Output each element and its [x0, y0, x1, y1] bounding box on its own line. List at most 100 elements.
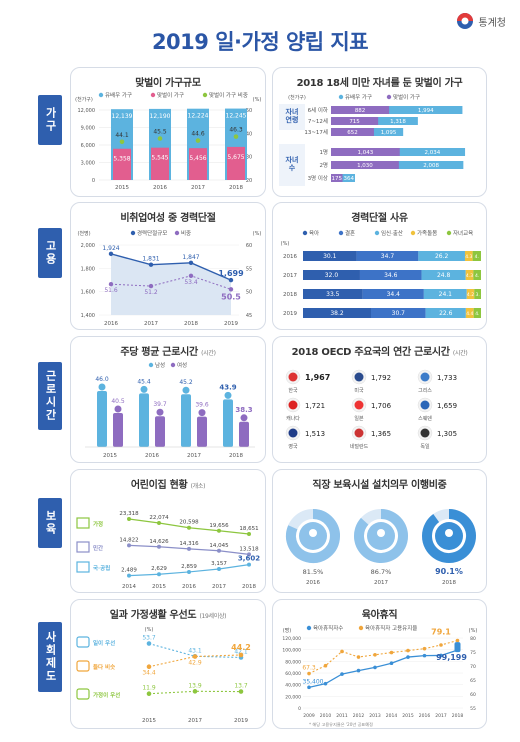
- stack-segment: [425, 308, 466, 318]
- series-point: [192, 689, 198, 694]
- legend-swatch: [410, 230, 416, 236]
- oecd-chart: 1,967 한국 1,792 미국 1,733 그리스 1,721 캐나다 1,706 일본 1,6…: [285, 369, 457, 450]
- value-label: 3,602: [238, 555, 260, 563]
- value-share: 53.4: [184, 279, 198, 286]
- value-break: 1,924: [102, 245, 119, 252]
- title-text: 일과 가정생활 우선도: [109, 610, 197, 621]
- y-axis-label: (명): [283, 627, 292, 634]
- x-tick: 2014: [122, 584, 136, 590]
- value-dual: 5,545: [151, 155, 168, 162]
- title-unit: (19세이상): [199, 613, 227, 620]
- value-label: 34.4: [142, 670, 156, 677]
- series-point: [146, 664, 152, 670]
- country-name: 캐나다: [286, 415, 300, 422]
- donut-arc: [422, 509, 476, 563]
- legend-label: 맞벌이 가구: [393, 93, 420, 101]
- legend-label: 육아휴직자 고용유지율: [365, 624, 417, 632]
- x-tick: 2018: [452, 713, 464, 719]
- share-label: 44.1: [115, 132, 129, 139]
- value-married: 12,224: [188, 113, 209, 120]
- x-tick: 2010: [320, 713, 332, 719]
- value-married: 1,318: [390, 119, 406, 125]
- donut-arc: [354, 509, 408, 563]
- flag-mark: [288, 400, 298, 410]
- x-tick: 2018: [229, 185, 243, 191]
- male-head: [182, 386, 190, 394]
- legend-swatch: [338, 230, 344, 236]
- series-line: [148, 690, 242, 695]
- building-icon: [76, 541, 90, 553]
- dual-income-chart: (천가구) (%) 유배우 가구 맞벌이 가구 맞벌이 가구 비중 12,000 9,000…: [75, 91, 261, 191]
- series-point: [146, 641, 152, 646]
- y-tick: 9,000: [81, 126, 95, 132]
- title-unit: (개소): [190, 483, 206, 490]
- bar-female: [239, 421, 249, 447]
- page-title: 2019 일·가정 양립 지표: [151, 30, 369, 54]
- stack-segment: [423, 289, 467, 299]
- panel-title: 어린이집 현황 (개소): [71, 476, 265, 491]
- segment-label: 4.: [475, 311, 479, 317]
- x-tick: 2018: [242, 584, 256, 590]
- y2-tick: 80: [470, 636, 476, 642]
- series-point: [157, 544, 161, 549]
- first-rate-label: 67.3: [302, 665, 316, 672]
- value-label: 3,157: [211, 561, 227, 567]
- last-count-label: 99,199: [436, 653, 467, 662]
- legend-swatch: [130, 230, 136, 236]
- pct-label: 86.7%: [371, 568, 392, 576]
- legend-swatch: [150, 92, 156, 98]
- series-point: [192, 654, 198, 659]
- y-tick: 120,000: [282, 636, 301, 642]
- category-icon: [76, 688, 90, 700]
- y-tick: 0: [298, 706, 301, 712]
- value-label: 14,316: [179, 541, 199, 547]
- value-label: 45.4: [137, 378, 151, 385]
- series-point: [187, 546, 191, 551]
- y2-tick: 55: [246, 266, 252, 272]
- section-tab-employment: 고용: [38, 228, 62, 278]
- value-break: 1,847: [182, 254, 199, 261]
- group-label: 자녀: [286, 155, 299, 164]
- legend-label: 맞벌이 가구 비중: [209, 91, 248, 99]
- building-icon: [76, 517, 90, 529]
- point-break: [148, 262, 154, 267]
- series-point: [238, 689, 244, 694]
- legend-label: 육아: [309, 229, 319, 237]
- legend-swatch: [358, 625, 364, 631]
- y2-tick: 60: [246, 243, 252, 249]
- x-tick: 2015: [103, 453, 117, 459]
- section-tab-social: 사회제도: [38, 622, 62, 692]
- section-tab-worktime: 근로시간: [38, 362, 62, 430]
- country-name: 한국: [288, 388, 298, 394]
- country-value: 1,721: [305, 402, 325, 410]
- career-break-chart: (천명) (%) 경력단절규모 비중 2,000 1,800 1,600 1,400 60 55 5…: [77, 229, 261, 327]
- value-dual: 175: [332, 176, 343, 182]
- point-rate: [340, 649, 344, 654]
- panel-title: 일과 가정생활 우선도 (19세이상): [71, 606, 265, 621]
- y-tick: 2,000: [81, 243, 95, 249]
- panel-oecd: 2018 OECD 주요국의 연간 근로시간 (시간) 1,967 한국 1,792…: [272, 336, 487, 463]
- stack-segment: [303, 289, 363, 299]
- flag-mark: [420, 372, 430, 382]
- country-value: 1,706: [371, 402, 392, 410]
- panel-title: 경력단절 사유: [351, 213, 408, 224]
- bar-dual: [331, 148, 400, 156]
- series-label: 가정이 우선: [93, 691, 120, 699]
- legend-label: 경력단절규모: [137, 229, 167, 237]
- bar-dual: [189, 148, 207, 180]
- section-tab-childcare: 보육: [38, 498, 62, 548]
- group-label: 자녀: [286, 107, 299, 116]
- bar-dual: [151, 147, 169, 180]
- y-tick: 40,000: [285, 683, 301, 689]
- legend-swatch: [302, 230, 308, 236]
- value-label: 46.0: [95, 376, 109, 383]
- point-count: [356, 668, 361, 673]
- value-married: 2,034: [425, 150, 441, 156]
- series-point: [247, 532, 251, 536]
- stack-segment: [465, 270, 474, 280]
- group-box: [279, 104, 305, 130]
- y2-tick: 55: [470, 706, 476, 712]
- segment-label: 24.8: [437, 272, 451, 279]
- x-tick: 2011: [336, 713, 348, 719]
- male-head: [140, 385, 148, 393]
